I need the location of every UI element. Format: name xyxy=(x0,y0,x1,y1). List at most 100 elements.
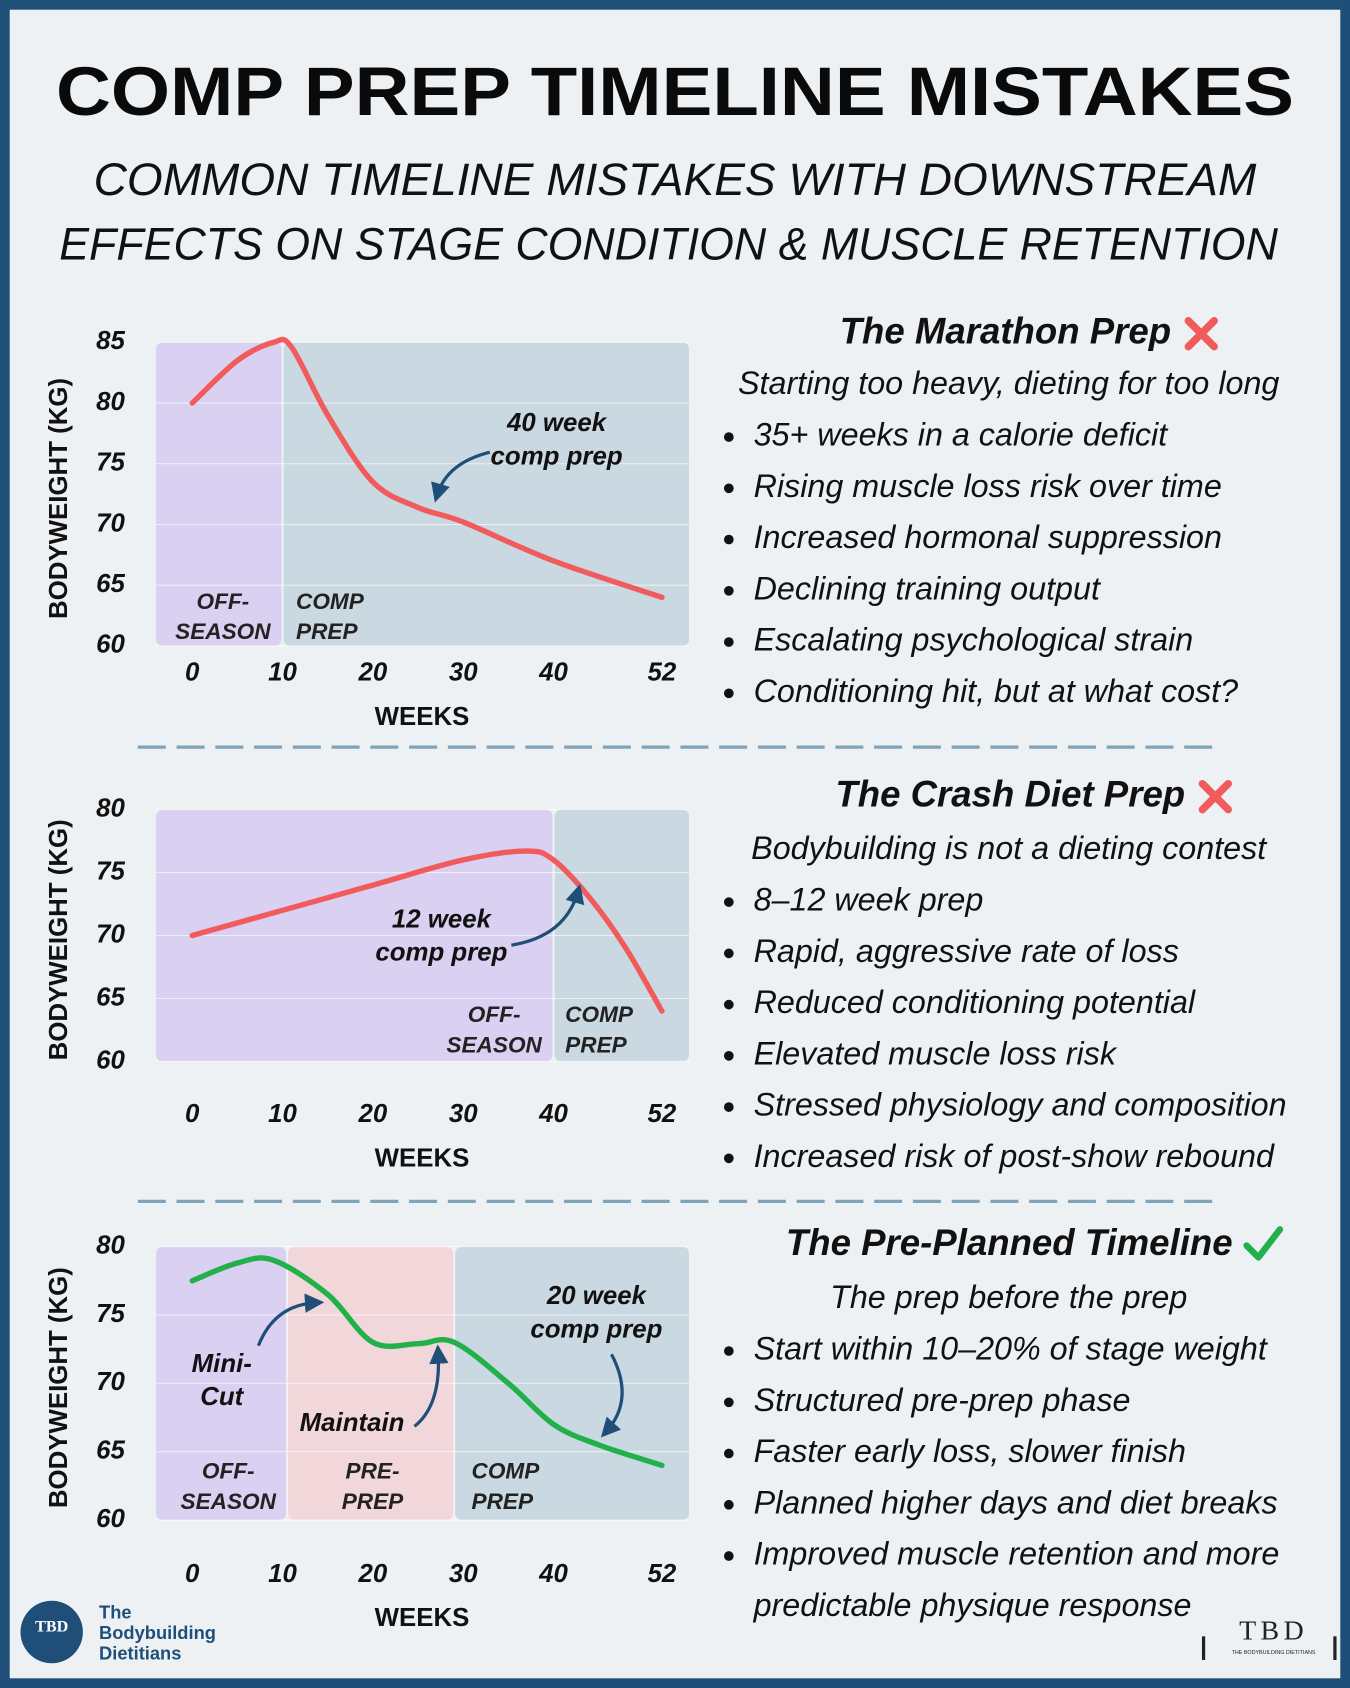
y-axis-label: BODYWEIGHT (KG) xyxy=(45,1267,73,1508)
bullet-text: Planned higher days and diet breaks xyxy=(754,1484,1278,1520)
bullet-text: Increased hormonal suppression xyxy=(754,519,1222,555)
annotation-arrow xyxy=(413,1344,449,1428)
text-panel: The Crash Diet Prep Bodybuilding is not a… xyxy=(723,773,1287,1174)
title: COMP PREP TIMELINE MISTAKES xyxy=(56,53,1294,130)
phase-label: COMP xyxy=(472,1459,541,1484)
y-tick-label: 75 xyxy=(96,449,125,477)
y-axis-label: BODYWEIGHT (KG) xyxy=(45,378,73,619)
phase-label: COMP xyxy=(296,589,365,614)
bullet-dot xyxy=(723,1448,734,1459)
data-line xyxy=(189,848,665,1014)
phase-label: SEASON xyxy=(446,1032,542,1057)
y-tick-label: 75 xyxy=(96,1300,125,1328)
bullet-dot xyxy=(723,1397,734,1408)
brand-line: The xyxy=(99,1602,132,1623)
phase-label: OFF- xyxy=(468,1002,521,1027)
bullet-text: Stressed physiology and composition xyxy=(754,1087,1287,1123)
chart: 60 65 70 75 80 0 10 20 30 40 52 WEEKS BODYWEIGHT (KG… xyxy=(45,794,689,1172)
bullet-dot xyxy=(723,948,734,959)
y-tick-label: 70 xyxy=(96,920,125,948)
annotation: comp prep xyxy=(491,442,623,470)
phase-label: PRE- xyxy=(346,1459,400,1484)
bullet-dot xyxy=(723,483,734,494)
bullet-text: 8–12 week prep xyxy=(754,882,984,918)
bullet-dot xyxy=(723,585,734,596)
subtitle: COMMON TIMELINE MISTAKES WITH DOWNSTREAM xyxy=(94,154,1257,205)
x-tick-label: 52 xyxy=(648,1560,677,1588)
x-tick-label: 40 xyxy=(538,1560,568,1588)
bullet-text: Structured pre-prep phase xyxy=(754,1382,1131,1418)
phase-label: PREP xyxy=(296,619,358,644)
bullet-text: 35+ weeks in a calorie deficit xyxy=(754,417,1170,453)
x-tick-label: 10 xyxy=(268,1100,297,1128)
panel-heading: The Crash Diet Prep xyxy=(835,773,1185,814)
x-tick-label: 52 xyxy=(648,659,677,687)
logo-text: TBD xyxy=(35,1618,68,1635)
x-tick-label: 0 xyxy=(185,659,200,687)
bullet-dot xyxy=(723,1102,734,1112)
x-axis-label: WEEKS xyxy=(375,1144,470,1172)
bullet-dot xyxy=(723,688,734,699)
y-tick-label: 60 xyxy=(96,1505,125,1533)
bullet-dot xyxy=(723,1153,734,1164)
bullet-text: Rapid, aggressive rate of loss xyxy=(754,933,1179,969)
footer-left: TBD The Bodybuilding Dietitians xyxy=(20,1600,216,1664)
annotation: Cut xyxy=(200,1383,244,1411)
y-tick-label: 60 xyxy=(96,1046,125,1074)
annotation: Maintain xyxy=(300,1409,405,1437)
x-tick-label: 30 xyxy=(449,1100,478,1128)
annotation: Mini- xyxy=(192,1350,252,1378)
y-tick-label: 80 xyxy=(96,1231,125,1259)
mark-caption: THE BODYBUILDING DIETITIANS xyxy=(1232,1650,1316,1656)
bullet-text: Reduced conditioning potential xyxy=(754,984,1196,1020)
text-panel: The Marathon Prep Starting too heavy, die… xyxy=(723,310,1279,709)
bullet-dot xyxy=(723,637,734,647)
bullet-text: Declining training output xyxy=(754,570,1102,606)
phase-label: OFF- xyxy=(197,589,250,614)
chart: 60 65 70 75 80 85 0 10 20 30 40 52 WEEKS BODYWEIGHT (… xyxy=(45,327,689,731)
annotation: 40 week xyxy=(506,409,608,437)
bullet-dot xyxy=(723,1499,734,1510)
y-tick-label: 75 xyxy=(96,857,125,885)
x-tick-label: 40 xyxy=(538,1100,568,1128)
bullet-dot xyxy=(723,1346,734,1356)
phase-label: OFF- xyxy=(202,1459,255,1484)
phase-label: PREP xyxy=(342,1489,404,1514)
cross-icon xyxy=(1198,779,1233,814)
subtitle: EFFECTS ON STAGE CONDITION & MUSCLE RETE… xyxy=(59,219,1278,270)
annotation-arrow xyxy=(256,1293,325,1347)
x-tick-label: 30 xyxy=(449,1560,478,1588)
y-tick-label: 80 xyxy=(96,794,125,822)
x-axis-label: WEEKS xyxy=(375,1604,470,1632)
phase-band xyxy=(156,342,282,646)
x-tick-label: 20 xyxy=(358,1560,388,1588)
x-tick-label: 20 xyxy=(358,659,388,687)
y-tick-label: 65 xyxy=(96,983,125,1011)
brand-line: Bodybuilding xyxy=(99,1622,216,1643)
y-tick-label: 70 xyxy=(96,1368,125,1396)
phase-label: PREP xyxy=(472,1489,534,1514)
phase-band xyxy=(283,342,689,646)
mark-text: TBD xyxy=(1239,1616,1308,1647)
check-icon xyxy=(1243,1226,1284,1261)
bullet-dot xyxy=(723,1051,734,1061)
bullet-text: Increased risk of post-show rebound xyxy=(754,1138,1275,1174)
logo-badge xyxy=(20,1600,83,1664)
annotation: comp prep xyxy=(530,1315,662,1343)
panel-tagline: Starting too heavy, dieting for too long xyxy=(738,365,1279,401)
bullet-text: predictable physique response xyxy=(753,1587,1192,1623)
annotation: comp prep xyxy=(375,939,507,967)
x-tick-label: 10 xyxy=(268,1560,297,1588)
bullet-text: Start within 10–20% of stage weight xyxy=(754,1331,1269,1367)
annotation-arrow xyxy=(600,1353,624,1438)
y-tick-label: 70 xyxy=(96,509,125,537)
bullet-text: Rising muscle loss risk over time xyxy=(754,468,1222,504)
cross-icon xyxy=(1184,317,1218,351)
bullet-text: Escalating psychological strain xyxy=(754,622,1194,658)
annotation: 12 week xyxy=(392,905,493,933)
bullet-dot xyxy=(723,897,734,907)
bullet-dot xyxy=(723,1551,734,1561)
x-tick-label: 10 xyxy=(268,659,297,687)
x-tick-label: 0 xyxy=(185,1100,200,1128)
